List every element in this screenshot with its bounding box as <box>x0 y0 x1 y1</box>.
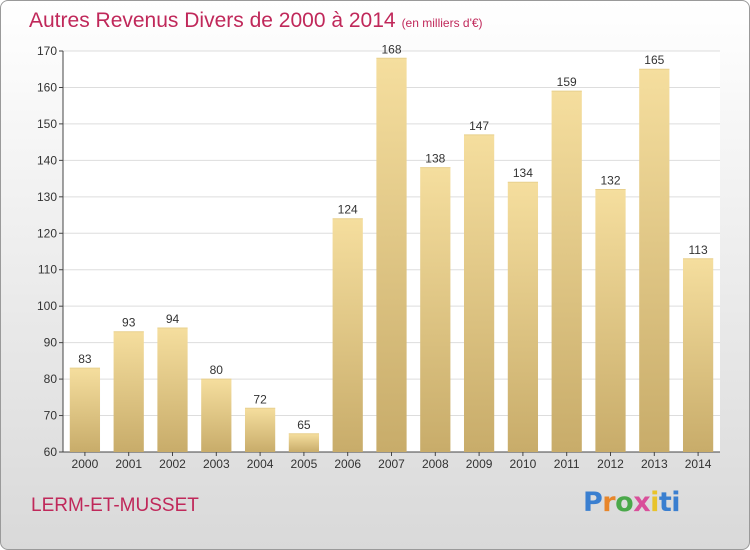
data-label: 132 <box>600 174 620 188</box>
commune-name: LERM-ET-MUSSET <box>31 495 199 516</box>
x-tick-label: 2007 <box>378 457 405 471</box>
y-tick-label: 170 <box>37 44 57 58</box>
bar <box>463 134 495 452</box>
y-tick-label: 80 <box>44 372 58 386</box>
data-label: 134 <box>513 166 533 180</box>
data-label: 93 <box>122 316 136 330</box>
x-tick-label: 2013 <box>641 457 668 471</box>
data-label: 159 <box>557 75 577 89</box>
data-label: 80 <box>210 363 224 377</box>
data-label: 83 <box>78 352 92 366</box>
x-tick-label: 2012 <box>597 457 624 471</box>
x-tick-label: 2006 <box>334 457 361 471</box>
x-tick-label: 2004 <box>247 457 274 471</box>
x-tick-label: 2002 <box>159 457 186 471</box>
bar <box>682 258 714 452</box>
bar <box>244 408 276 452</box>
data-label: 138 <box>425 152 445 166</box>
x-tick-label: 2005 <box>291 457 318 471</box>
proxiti-logo: Proxiti <box>583 487 681 518</box>
bar <box>507 182 539 452</box>
x-tick-label: 2008 <box>422 457 449 471</box>
data-label: 168 <box>381 42 401 56</box>
y-tick-label: 120 <box>37 226 57 240</box>
bar <box>288 433 320 452</box>
y-tick-label: 110 <box>38 263 57 277</box>
x-tick-label: 2009 <box>466 457 493 471</box>
x-tick-label: 2001 <box>115 457 142 471</box>
y-tick-label: 60 <box>44 445 58 459</box>
y-tick-label: 140 <box>37 153 57 167</box>
x-tick-label: 2010 <box>510 457 537 471</box>
bar <box>639 69 670 453</box>
data-label: 94 <box>166 312 180 326</box>
bar <box>332 218 363 452</box>
chart-title: Autres Revenus Divers de 2000 à 2014 (en … <box>29 9 483 33</box>
bar <box>201 379 232 452</box>
chart-subtitle: (en milliers d'€) <box>401 16 483 30</box>
bar <box>69 368 101 452</box>
chart-title-main: Autres Revenus Divers de 2000 à 2014 <box>29 9 396 32</box>
bar <box>376 58 407 453</box>
y-tick-label: 70 <box>44 409 58 423</box>
x-tick-label: 2003 <box>203 457 230 471</box>
data-label: 72 <box>253 392 267 406</box>
x-tick-label: 2011 <box>554 457 580 471</box>
y-tick-label: 150 <box>37 117 57 131</box>
bar <box>420 167 451 452</box>
data-label: 165 <box>644 53 664 67</box>
data-label: 124 <box>338 203 358 217</box>
bar <box>113 331 144 452</box>
x-tick-label: 2000 <box>72 457 99 471</box>
y-tick-label: 130 <box>37 190 57 204</box>
data-label: 65 <box>297 418 311 432</box>
data-label: 147 <box>469 119 489 133</box>
y-tick-label: 100 <box>37 299 57 313</box>
x-tick-label: 2014 <box>685 457 712 471</box>
bar <box>157 328 188 452</box>
y-tick-label: 90 <box>44 336 58 350</box>
data-label: 113 <box>689 243 708 257</box>
bar <box>595 189 626 452</box>
bar <box>551 91 582 452</box>
y-tick-label: 160 <box>37 80 57 94</box>
